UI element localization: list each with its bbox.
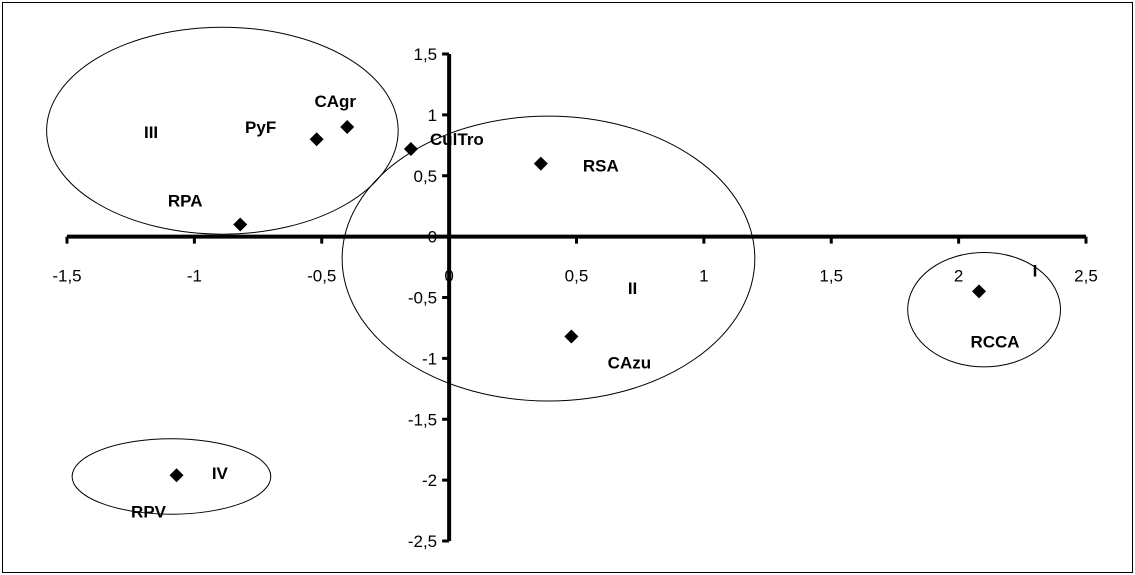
point-label-rcca: RCCA [970,332,1019,351]
y-tick-label: 1,5 [413,45,437,64]
y-tick-label: -1,5 [408,410,437,429]
data-points: CAgr PyF CulTro RSA RPA CAzu RCCA RPV [131,92,1020,521]
tick-labels: -1,5 -1 -0,5 0 0,5 1 1,5 2 2,5 1,5 1 0,5 0 -0,5 -1 -1,5… [52,45,1097,551]
point-label-cazu: CAzu [608,353,651,372]
y-tick-label: -0,5 [408,289,437,308]
x-tick-label: 0,5 [565,267,589,286]
data-point-pyf [309,132,324,147]
y-tick-label: 1 [428,106,437,125]
cluster-label-1: I [1033,262,1038,281]
cluster-ellipse-4 [71,438,272,515]
data-point-rpa [233,217,248,232]
point-label-rsa: RSA [583,157,619,176]
data-point-rpv [169,468,184,483]
x-tick-label: 2,5 [1074,267,1098,286]
y-tick-label: -2,5 [408,532,437,551]
cluster-label-3: III [144,123,158,142]
axes [65,52,1088,543]
point-label-rpa: RPA [168,191,203,210]
data-point-rsa [533,156,548,171]
data-point-cultro [403,141,418,156]
x-tick-label: -0,5 [307,267,336,286]
point-label-pyf: PyF [245,118,276,137]
x-tick-label: -1 [187,267,202,286]
data-point-cagr [340,120,355,135]
data-point-cazu [564,329,579,344]
x-tick-label: 1 [699,267,708,286]
y-tick-label: 0 [428,228,437,247]
point-label-rpv: RPV [131,502,167,521]
data-point-rcca [972,284,987,299]
x-tick-label: 0 [444,267,453,286]
y-tick-label: 0,5 [413,167,437,186]
cluster-ellipse-3 [46,26,399,235]
x-tick-label: 1,5 [819,267,843,286]
x-tick-label: -1,5 [52,267,81,286]
y-tick-label: -1 [422,349,437,368]
cluster-ellipse-1 [907,251,1062,368]
y-tick-label: -2 [422,471,437,490]
cluster-label-4: IV [212,464,229,483]
cluster-label-2: II [628,279,637,298]
point-label-cultro: CulTro [430,130,484,149]
x-tick-label: 2 [954,267,963,286]
point-label-cagr: CAgr [314,92,356,111]
cluster-ellipse-2 [341,115,756,402]
